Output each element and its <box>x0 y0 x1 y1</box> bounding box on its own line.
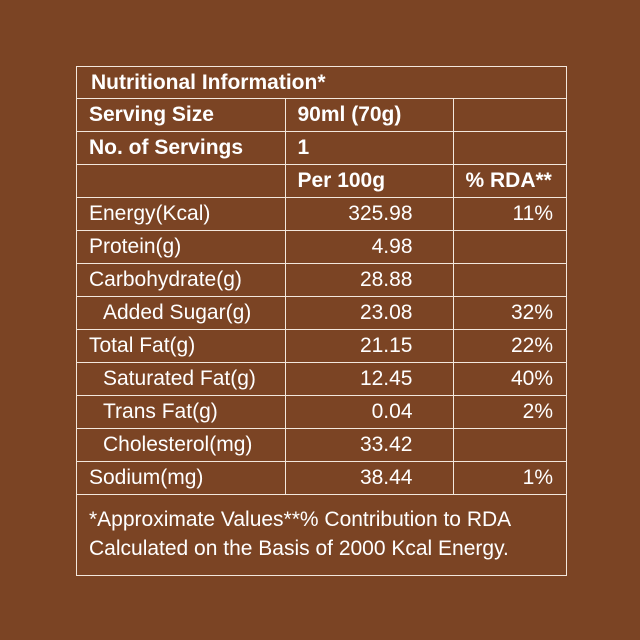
table-row: Sodium(mg) 38.44 1% <box>77 460 567 495</box>
per100-value: 12.45 <box>284 361 454 396</box>
rda-value: 40% <box>452 361 567 396</box>
serving-size-row: Serving Size 90ml (70g) <box>77 97 567 132</box>
empty-cell <box>452 97 567 132</box>
table-row: Added Sugar(g) 23.08 32% <box>77 295 567 330</box>
table-row: Carbohydrate(g) 28.88 <box>77 262 567 297</box>
per100-header: Per 100g <box>284 163 454 198</box>
per100-value: 4.98 <box>284 229 454 264</box>
table-title-row: Nutritional Information* <box>77 67 567 99</box>
nutrient-label: Total Fat(g) <box>77 328 286 363</box>
table-title: Nutritional Information* <box>77 67 567 99</box>
rda-header: % RDA** <box>452 163 567 198</box>
per100-value: 33.42 <box>284 427 454 462</box>
empty-header-cell <box>77 163 286 198</box>
serving-size-value: 90ml (70g) <box>284 97 454 132</box>
rda-value <box>452 262 567 297</box>
servings-label: No. of Servings <box>77 130 286 165</box>
footnote-row: *Approximate Values**% Contribution to R… <box>77 493 567 571</box>
nutrient-label: Carbohydrate(g) <box>77 262 286 297</box>
table-row: Cholesterol(mg) 33.42 <box>77 427 567 462</box>
rda-value: 1% <box>452 460 567 495</box>
rda-value: 2% <box>452 394 567 429</box>
per100-value: 38.44 <box>284 460 454 495</box>
nutrient-label: Protein(g) <box>77 229 286 264</box>
footnote-line-2: Calculated on the Basis of 2000 Kcal Ene… <box>89 536 509 560</box>
nutrient-label: Saturated Fat(g) <box>77 361 286 396</box>
servings-row: No. of Servings 1 <box>77 130 567 165</box>
nutrient-label: Energy(Kcal) <box>77 196 286 231</box>
servings-value: 1 <box>284 130 454 165</box>
per100-value: 21.15 <box>284 328 454 363</box>
table-row: Energy(Kcal) 325.98 11% <box>77 196 567 231</box>
footnote: *Approximate Values**% Contribution to R… <box>77 493 567 571</box>
empty-cell <box>452 130 567 165</box>
per100-value: 0.04 <box>284 394 454 429</box>
per100-value: 325.98 <box>284 196 454 231</box>
rda-value: 32% <box>452 295 567 330</box>
table-row: Trans Fat(g) 0.04 2% <box>77 394 567 429</box>
rda-value <box>452 229 567 264</box>
nutrition-panel: Nutritional Information* Serving Size 90… <box>76 66 567 576</box>
nutrient-label: Trans Fat(g) <box>77 394 286 429</box>
serving-size-label: Serving Size <box>77 97 286 132</box>
column-header-row: Per 100g % RDA** <box>77 163 567 198</box>
per100-value: 28.88 <box>284 262 454 297</box>
rda-value: 22% <box>452 328 567 363</box>
rda-value: 11% <box>452 196 567 231</box>
nutrient-label: Added Sugar(g) <box>77 295 286 330</box>
table-row: Saturated Fat(g) 12.45 40% <box>77 361 567 396</box>
rda-value <box>452 427 567 462</box>
nutrition-table: Nutritional Information* Serving Size 90… <box>77 67 567 571</box>
per100-value: 23.08 <box>284 295 454 330</box>
table-row: Total Fat(g) 21.15 22% <box>77 328 567 363</box>
footnote-line-1: *Approximate Values**% Contribution to R… <box>89 507 512 531</box>
nutrient-label: Cholesterol(mg) <box>77 427 286 462</box>
nutrient-label: Sodium(mg) <box>77 460 286 495</box>
table-row: Protein(g) 4.98 <box>77 229 567 264</box>
